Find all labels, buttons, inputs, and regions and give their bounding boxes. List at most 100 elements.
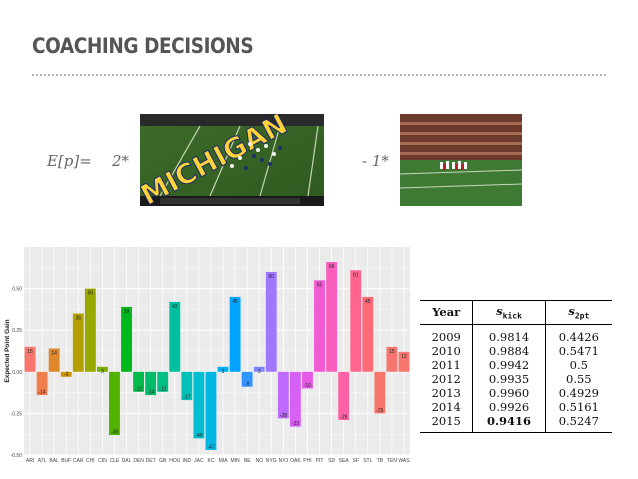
chart-bar-ind	[181, 371, 193, 401]
chart-x-tick-label: WAS	[398, 458, 410, 464]
chart-bar-phi	[302, 371, 313, 389]
chart-bar-label: 55	[317, 282, 323, 288]
chart-bar-label: -12	[135, 386, 142, 392]
chart-x-tick-label: BAL	[49, 458, 59, 464]
chart-bar-ari	[24, 346, 36, 372]
chart-bar-car	[72, 313, 84, 372]
chart-x-tick-label: TB	[377, 458, 384, 464]
chart-x-tick-label: MIN	[231, 458, 241, 464]
chart-y-tick-label: -0.25	[11, 411, 23, 417]
chart-bar-jac	[193, 371, 205, 439]
chart-bars	[24, 261, 410, 451]
chart-bar-label: 14	[51, 351, 57, 357]
chart-bar-was	[398, 351, 410, 372]
chart-x-tick-label: KC	[207, 458, 214, 464]
kick-attempt-photo-illustration	[400, 114, 522, 206]
chart-bar-label: -29	[340, 415, 347, 421]
chart-bar-tb	[374, 371, 386, 414]
table-row: 2014 0.9926 0.5161	[420, 400, 612, 415]
chart-y-tick-label: 0.50	[12, 287, 22, 293]
chart-bar-label: -10	[304, 383, 311, 389]
chart-bar-label: -28	[280, 413, 287, 419]
chart-bar-label: -12	[159, 386, 166, 392]
chart-bar-label: 61	[353, 272, 359, 278]
chart-bar-label: -14	[147, 390, 154, 396]
chart-x-tick-label: TEN	[387, 458, 397, 464]
table-cell-kick: 0.9942	[472, 358, 546, 373]
chart-bar-label: -14	[38, 390, 45, 396]
table-header-row: Year skick s2pt	[420, 299, 612, 326]
table-row: 2012 0.9935 0.55	[420, 372, 612, 387]
chart-x-tick-label: BUF	[61, 458, 71, 464]
chart-bar-sea	[338, 371, 350, 421]
chart-bar-label: -17	[183, 395, 190, 401]
chart-x-tick-label: DEN	[133, 458, 144, 464]
chart-x-tick-label: OAK	[290, 458, 301, 464]
table-cell-2pt: 0.5471	[544, 344, 612, 359]
chart-bar-label: -38	[111, 430, 118, 436]
chart-bar-label: 45	[232, 299, 238, 305]
chart-x-tick-label: IND	[183, 458, 192, 464]
table-row: 2013 0.9960 0.4929	[420, 386, 612, 401]
table-cell-year: 2012	[431, 372, 461, 387]
success-rate-table: Year skick s2pt 2009 0.9814 0.4426 2010 …	[420, 299, 612, 445]
chart-x-tick-label: JAC	[194, 458, 204, 464]
chart-bar-label: 15	[27, 349, 33, 355]
chart-bar-buf	[60, 371, 72, 377]
table-cell-kick: 0.9884	[472, 344, 546, 359]
chart-bar-mia	[217, 366, 229, 372]
expected-point-gain-chart: 15 -14 14 -3 35 50 3 -38 39 -12 -14 -12 42 -17 -40 -47 3…	[0, 243, 414, 471]
chart-x-tick-label: HOU	[169, 458, 181, 464]
table-cell-2pt: 0.4929	[544, 386, 612, 401]
chart-bar-hou	[169, 301, 181, 372]
chart-x-tick-label: PIT	[316, 458, 324, 464]
chart-bar-label: 35	[76, 316, 82, 322]
chart-x-tick-label: DET	[146, 458, 156, 464]
chart-bar-label: -33	[292, 421, 299, 427]
table-cell-year: 2011	[431, 358, 461, 373]
chart-bar-min	[229, 296, 241, 372]
chart-bar-label: 3	[222, 369, 225, 375]
title-divider	[32, 74, 606, 76]
chart-bar-stl	[362, 296, 374, 372]
chart-bar-label: 45	[365, 299, 371, 305]
table-row: 2009 0.9814 0.4426	[420, 324, 612, 345]
table-cell-2pt: 0.5247	[544, 414, 612, 434]
chart-bar-label: 3	[101, 369, 104, 375]
chart-bar-chi	[84, 288, 96, 372]
chart-bar-atl	[36, 371, 48, 396]
chart-y-ticks: -0.50 -0.25 0.00 0.25 0.50	[11, 287, 23, 459]
chart-bar-gb	[157, 371, 169, 392]
table-cell-kick: 0.9935	[472, 372, 546, 387]
chart-bar-det	[145, 371, 157, 396]
chart-x-ticks: ARI ATL BAL BUF CAR CHI CIN CLE DAL DEN DET GB HOU IN…	[26, 458, 410, 464]
end-zone-photo-illustration: MICHIGAN	[140, 114, 324, 206]
chart-x-tick-label: ATL	[38, 458, 47, 464]
table-row: 2010 0.9884 0.5471	[420, 344, 612, 359]
table-cell-year: 2009	[431, 330, 461, 345]
table-cell-year: 2014	[431, 400, 461, 415]
chart-bar-kc	[205, 371, 217, 451]
chart-bar-pit	[314, 280, 325, 372]
chart-x-tick-label: SF	[353, 458, 359, 464]
table-cell-2pt: 0.5	[544, 358, 612, 373]
chart-x-tick-label: NYG	[266, 458, 277, 464]
chart-bar-labels: 15 -14 14 -3 35 50 3 -38 39 -12 -14 -12 42 -17 -40 -47 3…	[27, 264, 407, 451]
chart-bar-no	[253, 366, 265, 372]
slide-title: COACHING DECISIONS	[32, 34, 254, 58]
chart-bar-nyg	[265, 271, 277, 372]
chart-bar-label: 39	[124, 309, 130, 315]
chart-x-tick-label: SD	[328, 458, 335, 464]
chart-y-tick-label: 0.25	[12, 328, 22, 334]
table-row: 2015 0.9416 0.5247	[420, 414, 612, 434]
chart-x-tick-label: CHI	[86, 458, 95, 464]
chart-bar-ne	[241, 371, 253, 387]
chart-bar-label: -3	[64, 371, 69, 377]
formula-lhs: E[p]=	[47, 152, 92, 170]
end-zone-photo: MICHIGAN	[140, 114, 324, 206]
chart-svg: 15 -14 14 -3 35 50 3 -38 39 -12 -14 -12 42 -17 -40 -47 3…	[4, 247, 410, 464]
chart-bar-ten	[386, 346, 398, 372]
chart-bar-label: 3	[258, 369, 261, 375]
chart-bar-cle	[109, 371, 120, 436]
table-cell-kick: 0.9926	[472, 400, 546, 415]
